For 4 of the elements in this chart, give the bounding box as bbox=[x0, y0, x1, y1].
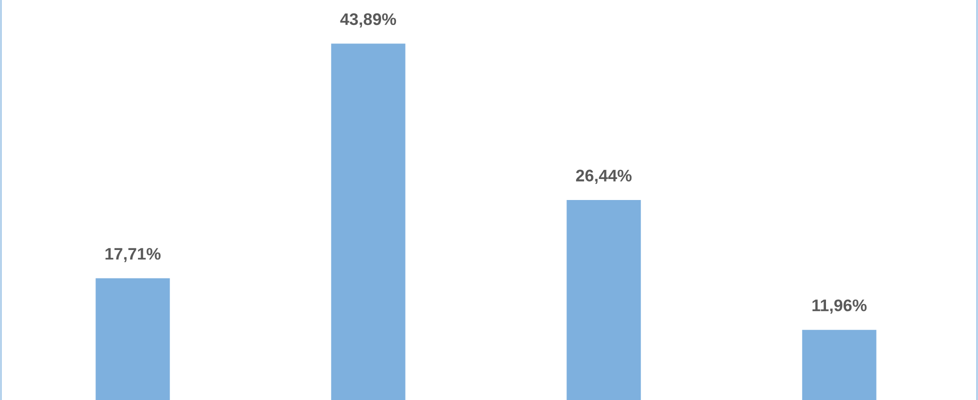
data-label: 26,44% bbox=[576, 170, 632, 184]
data-label: 43,89% bbox=[340, 13, 396, 28]
data-label: 17,71% bbox=[106, 248, 161, 262]
data-label: 11,96% bbox=[812, 299, 867, 314]
